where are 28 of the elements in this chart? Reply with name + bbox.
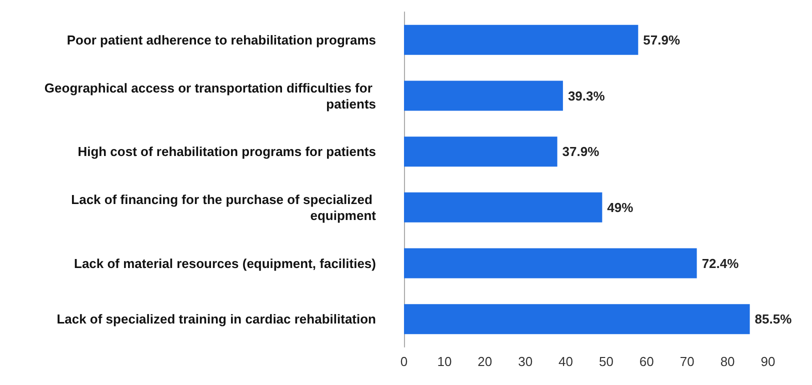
bar [404, 136, 558, 167]
y-tick-label: Lack of material resources (equipment, facilities) [74, 256, 376, 271]
data-label: 72.4% [702, 256, 740, 271]
data-label: 39.3% [568, 88, 606, 104]
x-tick-label: 0 [400, 354, 408, 369]
x-tick-label: 90 [760, 354, 776, 369]
x-tick-label: 40 [558, 354, 574, 369]
data-label: 85.5% [754, 312, 792, 327]
x-tick-label: 70 [680, 354, 694, 369]
bar [404, 80, 563, 111]
x-tick-label: 30 [518, 354, 533, 369]
y-tick-label: Lack of specialized training in cardiac rehabilitation [56, 312, 376, 327]
x-tick-label: 20 [478, 354, 492, 369]
x-tick-label: 60 [639, 354, 654, 369]
bar [404, 248, 697, 278]
data-label: 49% [607, 200, 634, 215]
data-label: 37.9% [562, 144, 600, 160]
data-label: 57.9% [643, 32, 680, 48]
bar [404, 192, 602, 222]
bar [404, 24, 638, 55]
bar [404, 304, 750, 334]
x-tick-label: 10 [437, 354, 452, 369]
x-tick-label: 50 [598, 354, 614, 369]
y-tick-label: Geographical access or transportation difficulties for patients [44, 80, 376, 112]
x-tick-label: 80 [720, 354, 735, 369]
y-tick-label: Poor patient adherence to rehabilitation programs [66, 32, 376, 48]
y-tick-label: Lack of financing for the purchase of specialized equipment [71, 192, 377, 223]
y-tick-label: High cost of rehabilitation programs for patients [78, 144, 376, 160]
